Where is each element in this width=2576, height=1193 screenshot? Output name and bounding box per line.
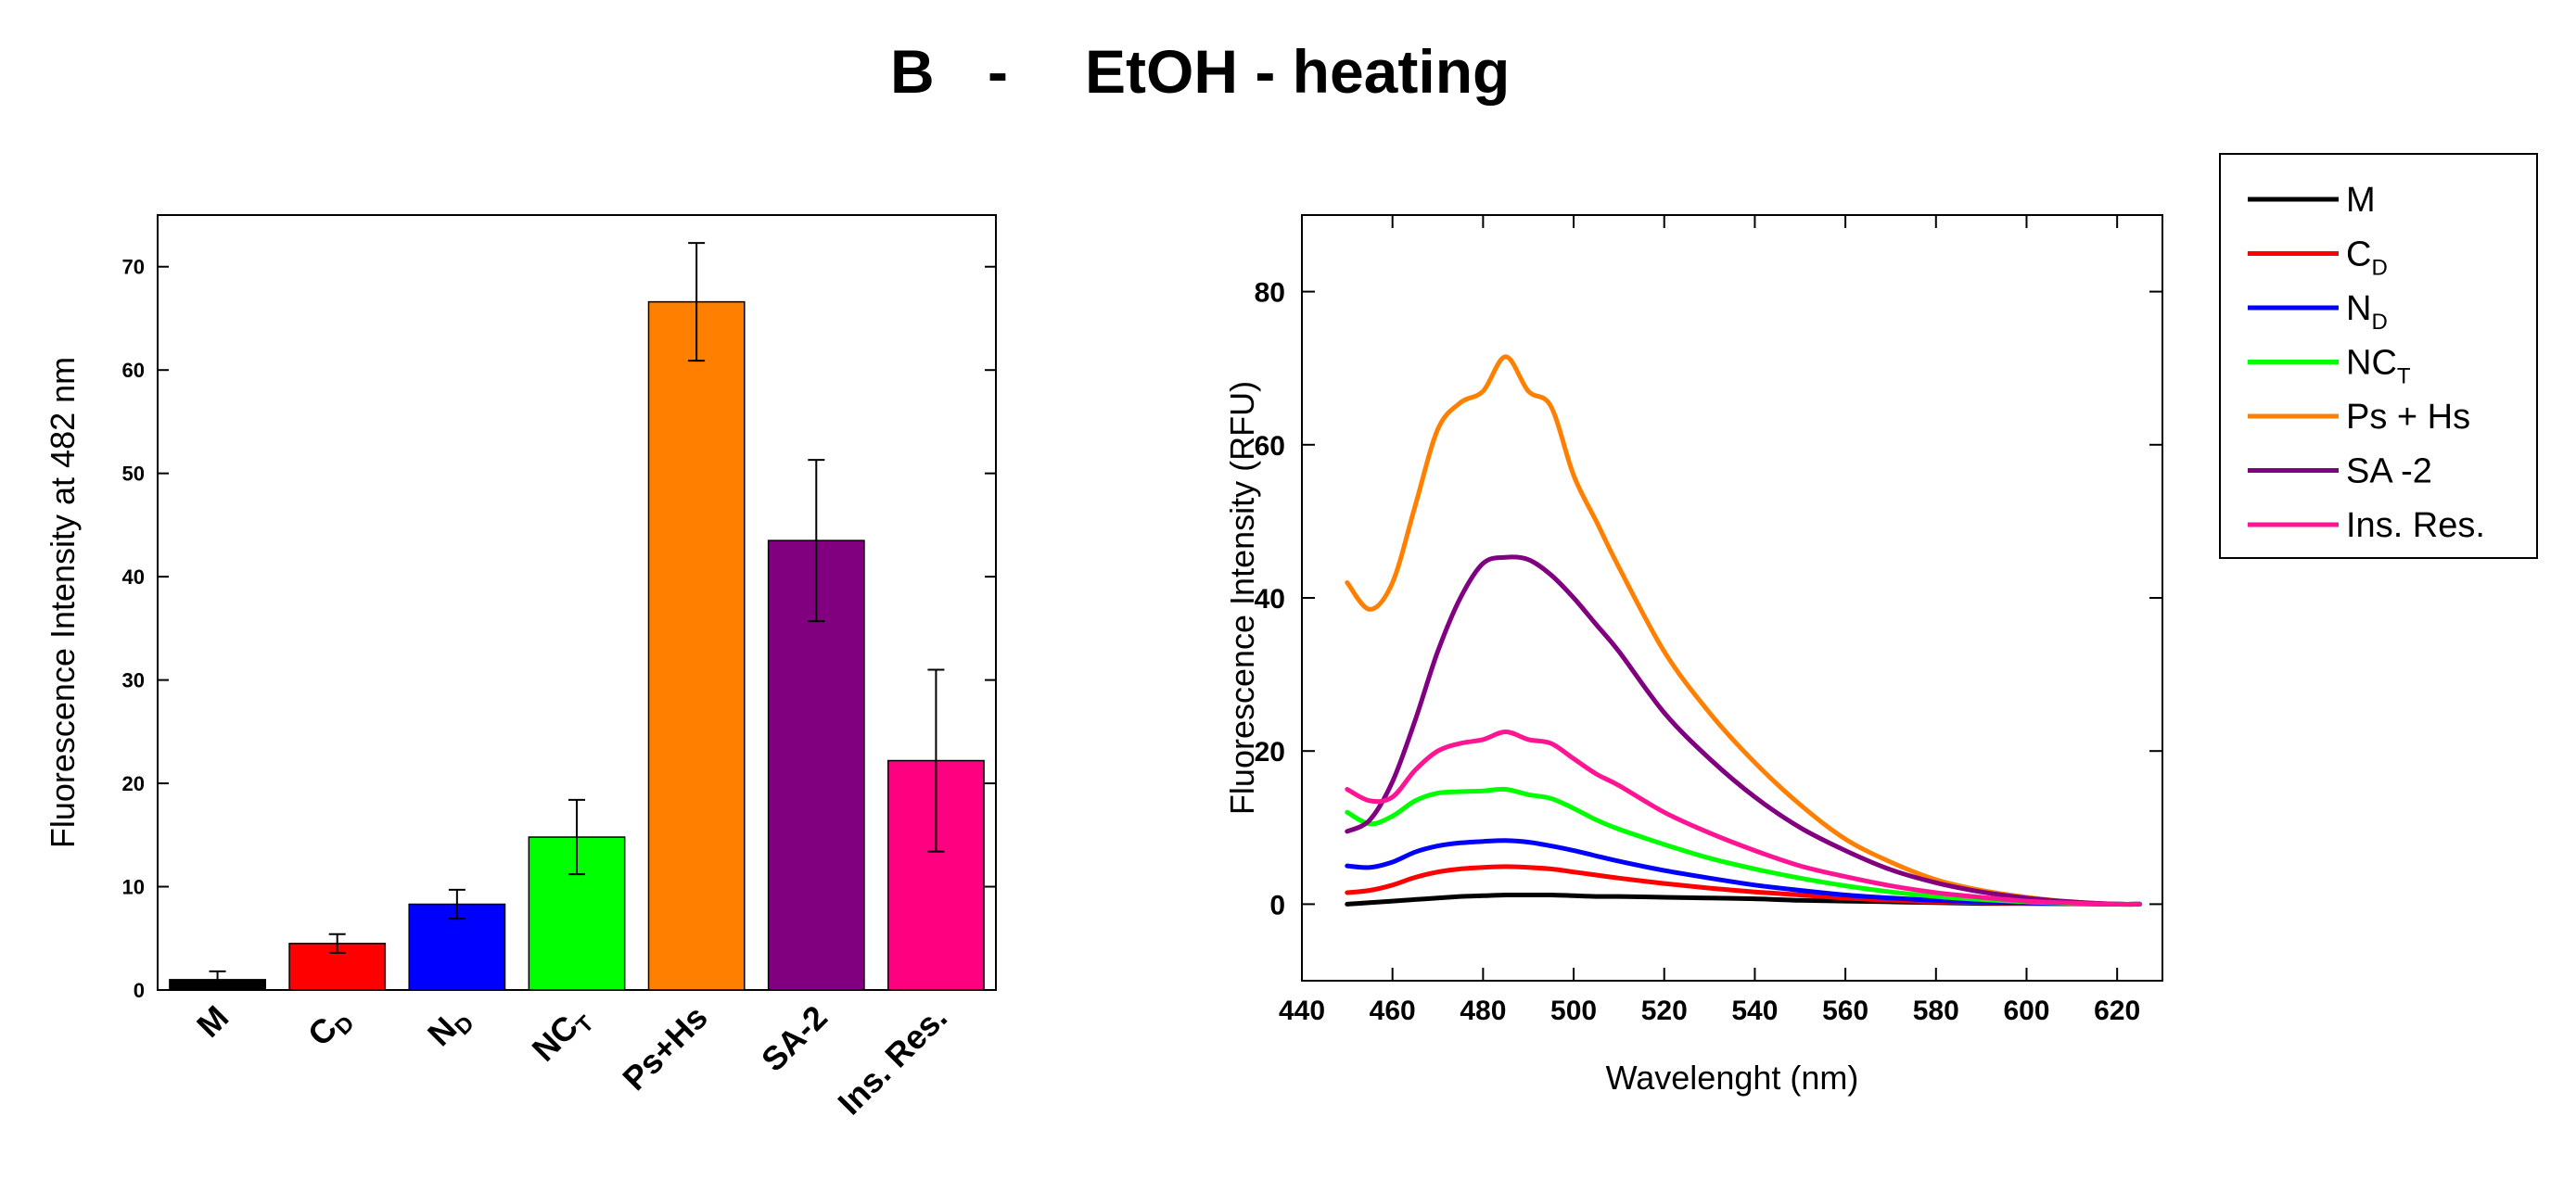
legend-item-4: Ps + Hs — [2248, 398, 2470, 437]
bar-y-tick-label: 60 — [122, 359, 145, 382]
bar-y-tick-label: 20 — [122, 772, 145, 795]
bar-y-tick-label: 0 — [134, 979, 145, 1002]
line-series-4 — [1345, 354, 2143, 907]
bar-category-label-5: SA-2 — [754, 998, 835, 1079]
legend-item-5: SA -2 — [2248, 452, 2432, 491]
legend-item-2: ND — [2248, 289, 2388, 335]
bar-category-label-6: Ins. Res. — [830, 998, 954, 1123]
error-bar-4 — [688, 242, 706, 362]
bar-series — [169, 300, 985, 991]
line-y-ticks: 0 20 40 60 80 — [1255, 278, 2162, 920]
line-series — [1345, 354, 2143, 907]
legend-label: Ins. Res. — [2346, 506, 2485, 545]
line-y-axis-label: Fluorescence Intensity (RFU) — [1223, 381, 1261, 815]
line-x-tick-label: 580 — [1913, 996, 1959, 1026]
line-y-tick-label: 80 — [1255, 278, 1285, 309]
line-x-axis-label: Wavelenght (nm) — [1606, 1059, 1859, 1097]
title-letter: B — [890, 37, 935, 106]
bar-4 — [647, 300, 746, 991]
line-x-tick-label: 480 — [1460, 996, 1506, 1026]
line-legend: M CD ND NCT Ps + Hs SA -2 Ins. Res. — [2219, 153, 2538, 559]
line-x-tick-label: 560 — [1822, 996, 1868, 1026]
legend-label: CD — [2346, 235, 2388, 281]
legend-label: M — [2346, 181, 2376, 220]
bar-category-label-1: CD — [300, 998, 360, 1058]
line-x-ticks: 440 460 480 500 520 540 560 580 600 620 — [1279, 215, 2140, 1026]
line-x-tick-label: 460 — [1370, 996, 1416, 1026]
line-series-6 — [1345, 730, 2143, 907]
line-x-tick-label: 440 — [1279, 996, 1325, 1026]
legend-label: NCT — [2346, 344, 2411, 389]
line-series-5 — [1345, 554, 2143, 907]
bar-y-tick-label: 30 — [122, 669, 145, 692]
legend-label: Ps + Hs — [2346, 398, 2470, 437]
legend-item-6: Ins. Res. — [2248, 506, 2485, 545]
line-x-tick-label: 540 — [1731, 996, 1778, 1026]
legend-box — [2219, 153, 2538, 559]
bar-category-label-2: ND — [420, 998, 479, 1058]
bar-category-label-0: M — [189, 998, 236, 1045]
line-x-tick-label: 520 — [1641, 996, 1688, 1026]
line-y-tick-label: 60 — [1255, 431, 1285, 462]
bar-y-tick-label: 40 — [122, 565, 145, 589]
error-bar-1 — [328, 933, 346, 954]
bar-y-axis-label: Fluorescence Intensity at 482 nm — [44, 357, 82, 848]
line-chart: 440 460 480 500 520 540 560 580 600 620 0 20 40 60 80… — [1223, 214, 2163, 1097]
line-x-tick-label: 620 — [2094, 996, 2140, 1026]
bar-y-tick-label: 50 — [122, 463, 145, 486]
legend-items: M CD ND NCT Ps + Hs SA -2 Ins. Res. — [2248, 181, 2485, 545]
legend-item-1: CD — [2248, 235, 2388, 281]
title-dash: - — [988, 37, 1008, 106]
bar-error-bars — [209, 242, 945, 989]
legend-item-3: NCT — [2248, 344, 2411, 389]
bar-y-tick-label: 10 — [122, 876, 145, 899]
error-bar-6 — [927, 668, 945, 853]
bar-category-label-4: Ps+Hs — [615, 998, 715, 1098]
bar-category-label-3: NCT — [525, 997, 600, 1072]
legend-label: SA -2 — [2346, 452, 2432, 491]
legend-item-0: M — [2248, 181, 2376, 220]
line-x-tick-label: 500 — [1550, 996, 1597, 1026]
line-y-tick-label: 40 — [1255, 584, 1285, 615]
error-bar-3 — [568, 798, 585, 876]
line-x-tick-label: 600 — [2003, 996, 2049, 1026]
error-bar-2 — [448, 888, 465, 920]
legend-label: ND — [2346, 289, 2388, 335]
line-y-tick-label: 0 — [1269, 890, 1285, 920]
title-text: EtOH - heating — [1085, 37, 1510, 106]
error-bar-0 — [209, 970, 226, 989]
figure-title: B - EtOH - heating — [890, 37, 1510, 106]
bar-y-tick-label: 70 — [122, 256, 145, 279]
error-bar-5 — [808, 459, 825, 623]
bar-y-ticks: 0 10 20 30 40 50 60 70 — [122, 256, 996, 1002]
line-y-tick-label: 20 — [1255, 737, 1285, 768]
